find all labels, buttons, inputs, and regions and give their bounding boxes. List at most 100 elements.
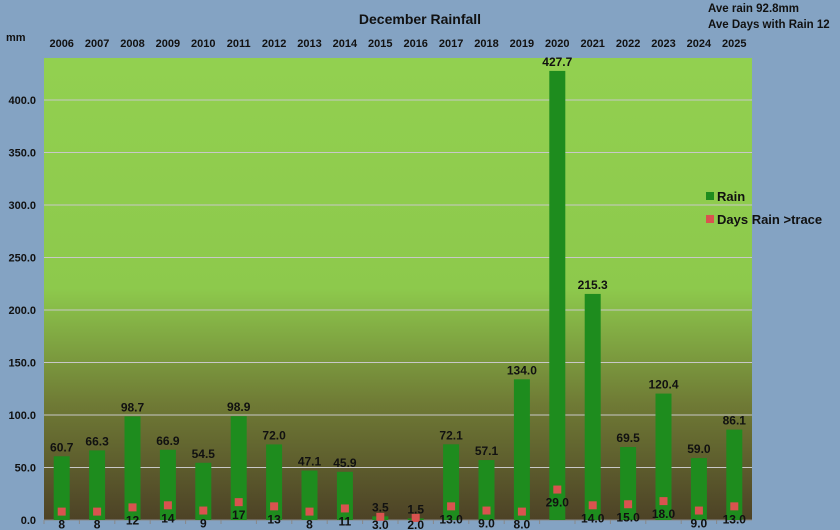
chart-title: December Rainfall — [359, 11, 481, 27]
x-tick-label: 2012 — [262, 38, 286, 50]
days-marker — [553, 485, 562, 494]
rain-value-label: 98.7 — [121, 400, 145, 414]
y-tick-label: 200.0 — [8, 305, 36, 317]
days-marker — [93, 507, 102, 516]
rain-value-label: 60.7 — [50, 440, 74, 454]
rain-bar — [89, 450, 106, 520]
rain-value-label: 57.1 — [475, 444, 499, 458]
days-value-label: 13.0 — [723, 512, 747, 526]
rain-bar — [655, 393, 672, 520]
rain-value-label: 72.0 — [262, 428, 286, 442]
days-value-label: 8 — [306, 518, 313, 530]
rain-value-label: 45.9 — [333, 456, 357, 470]
y-tick-label: 350.0 — [8, 148, 36, 160]
rain-value-label: 427.7 — [542, 55, 572, 69]
days-value-label: 14.0 — [581, 511, 605, 525]
rain-value-label: 3.5 — [372, 500, 389, 514]
rain-bar — [513, 379, 530, 520]
x-tick-label: 2022 — [616, 38, 640, 50]
annotation-ave-days: Ave Days with Rain 12 — [708, 19, 830, 31]
rain-bar — [690, 458, 707, 520]
days-marker — [270, 502, 279, 511]
x-tick-label: 2024 — [687, 38, 712, 50]
x-tick-label: 2016 — [403, 38, 427, 50]
days-value-label: 9.0 — [691, 517, 708, 530]
days-marker — [730, 502, 739, 511]
rain-value-label: 59.0 — [687, 442, 711, 456]
x-tick-label: 2023 — [651, 38, 675, 50]
y-tick-label: 0.0 — [21, 515, 36, 527]
rain-value-label: 86.1 — [723, 414, 747, 428]
x-tick-label: 2025 — [722, 38, 746, 50]
days-marker — [376, 512, 385, 521]
days-marker — [588, 501, 597, 510]
days-marker — [234, 498, 243, 507]
y-tick-label: 250.0 — [8, 253, 36, 265]
x-tick-label: 2010 — [191, 38, 215, 50]
days-value-label: 13.0 — [439, 512, 463, 526]
days-marker — [340, 504, 349, 513]
days-value-label: 13 — [267, 512, 281, 526]
x-tick-label: 2007 — [85, 38, 109, 50]
days-value-label: 3.0 — [372, 518, 389, 530]
legend-days-swatch — [706, 215, 714, 223]
x-tick-label: 2018 — [474, 38, 498, 50]
days-marker — [447, 502, 456, 511]
rain-value-label: 54.5 — [192, 447, 216, 461]
days-value-label: 9.0 — [478, 517, 495, 530]
y-tick-label: 400.0 — [8, 95, 36, 107]
legend: Rain Days Rain >trace — [706, 189, 822, 227]
rain-bar — [478, 460, 495, 520]
x-tick-label: 2009 — [156, 38, 180, 50]
y-axis-label: mm — [6, 32, 26, 44]
x-tick-label: 2021 — [580, 38, 604, 50]
rain-value-label: 134.0 — [507, 363, 537, 377]
days-value-label: 17 — [232, 508, 246, 522]
rain-bar — [620, 447, 637, 520]
days-value-label: 11 — [339, 514, 352, 528]
legend-rain-swatch — [706, 192, 714, 200]
rain-value-label: 66.9 — [156, 434, 180, 448]
x-tick-label: 2011 — [227, 38, 251, 50]
rain-value-label: 1.5 — [407, 502, 424, 516]
x-tick-label: 2017 — [439, 38, 463, 50]
y-tick-label: 300.0 — [8, 200, 36, 212]
days-marker — [411, 513, 420, 522]
annotation-ave-rain: Ave rain 92.8mm — [708, 3, 799, 15]
days-marker — [163, 501, 172, 510]
days-marker — [199, 506, 208, 515]
y-tick-label: 150.0 — [8, 358, 36, 370]
y-tick-label: 50.0 — [15, 463, 36, 475]
rain-value-label: 69.5 — [616, 431, 640, 445]
x-tick-label: 2020 — [545, 38, 569, 50]
days-marker — [694, 506, 703, 515]
days-marker — [305, 507, 314, 516]
x-tick-label: 2014 — [333, 38, 358, 50]
x-tick-label: 2019 — [510, 38, 534, 50]
y-tick-label: 100.0 — [8, 410, 36, 422]
rain-value-label: 98.9 — [227, 400, 251, 414]
legend-rain-label: Rain — [717, 189, 745, 204]
rain-bar — [230, 416, 247, 520]
x-tick-label: 2013 — [297, 38, 321, 50]
rain-bar — [53, 456, 70, 520]
rain-bar — [443, 444, 460, 520]
x-tick-label: 2015 — [368, 38, 392, 50]
days-marker — [517, 507, 526, 516]
days-marker — [482, 506, 491, 515]
rain-value-label: 66.3 — [85, 434, 109, 448]
rain-bar — [549, 70, 566, 520]
plot-area — [44, 58, 752, 520]
rain-bar — [584, 293, 601, 520]
x-tick-label: 2006 — [49, 38, 73, 50]
rain-value-label: 120.4 — [648, 378, 678, 392]
days-value-label: 2.0 — [407, 518, 424, 530]
days-value-label: 8 — [58, 518, 65, 530]
rain-value-label: 72.1 — [439, 428, 463, 442]
days-marker — [659, 497, 668, 506]
days-marker — [624, 500, 633, 509]
x-tick-label: 2008 — [120, 38, 144, 50]
days-value-label: 8.0 — [514, 518, 531, 530]
legend-days-label: Days Rain >trace — [717, 212, 822, 227]
